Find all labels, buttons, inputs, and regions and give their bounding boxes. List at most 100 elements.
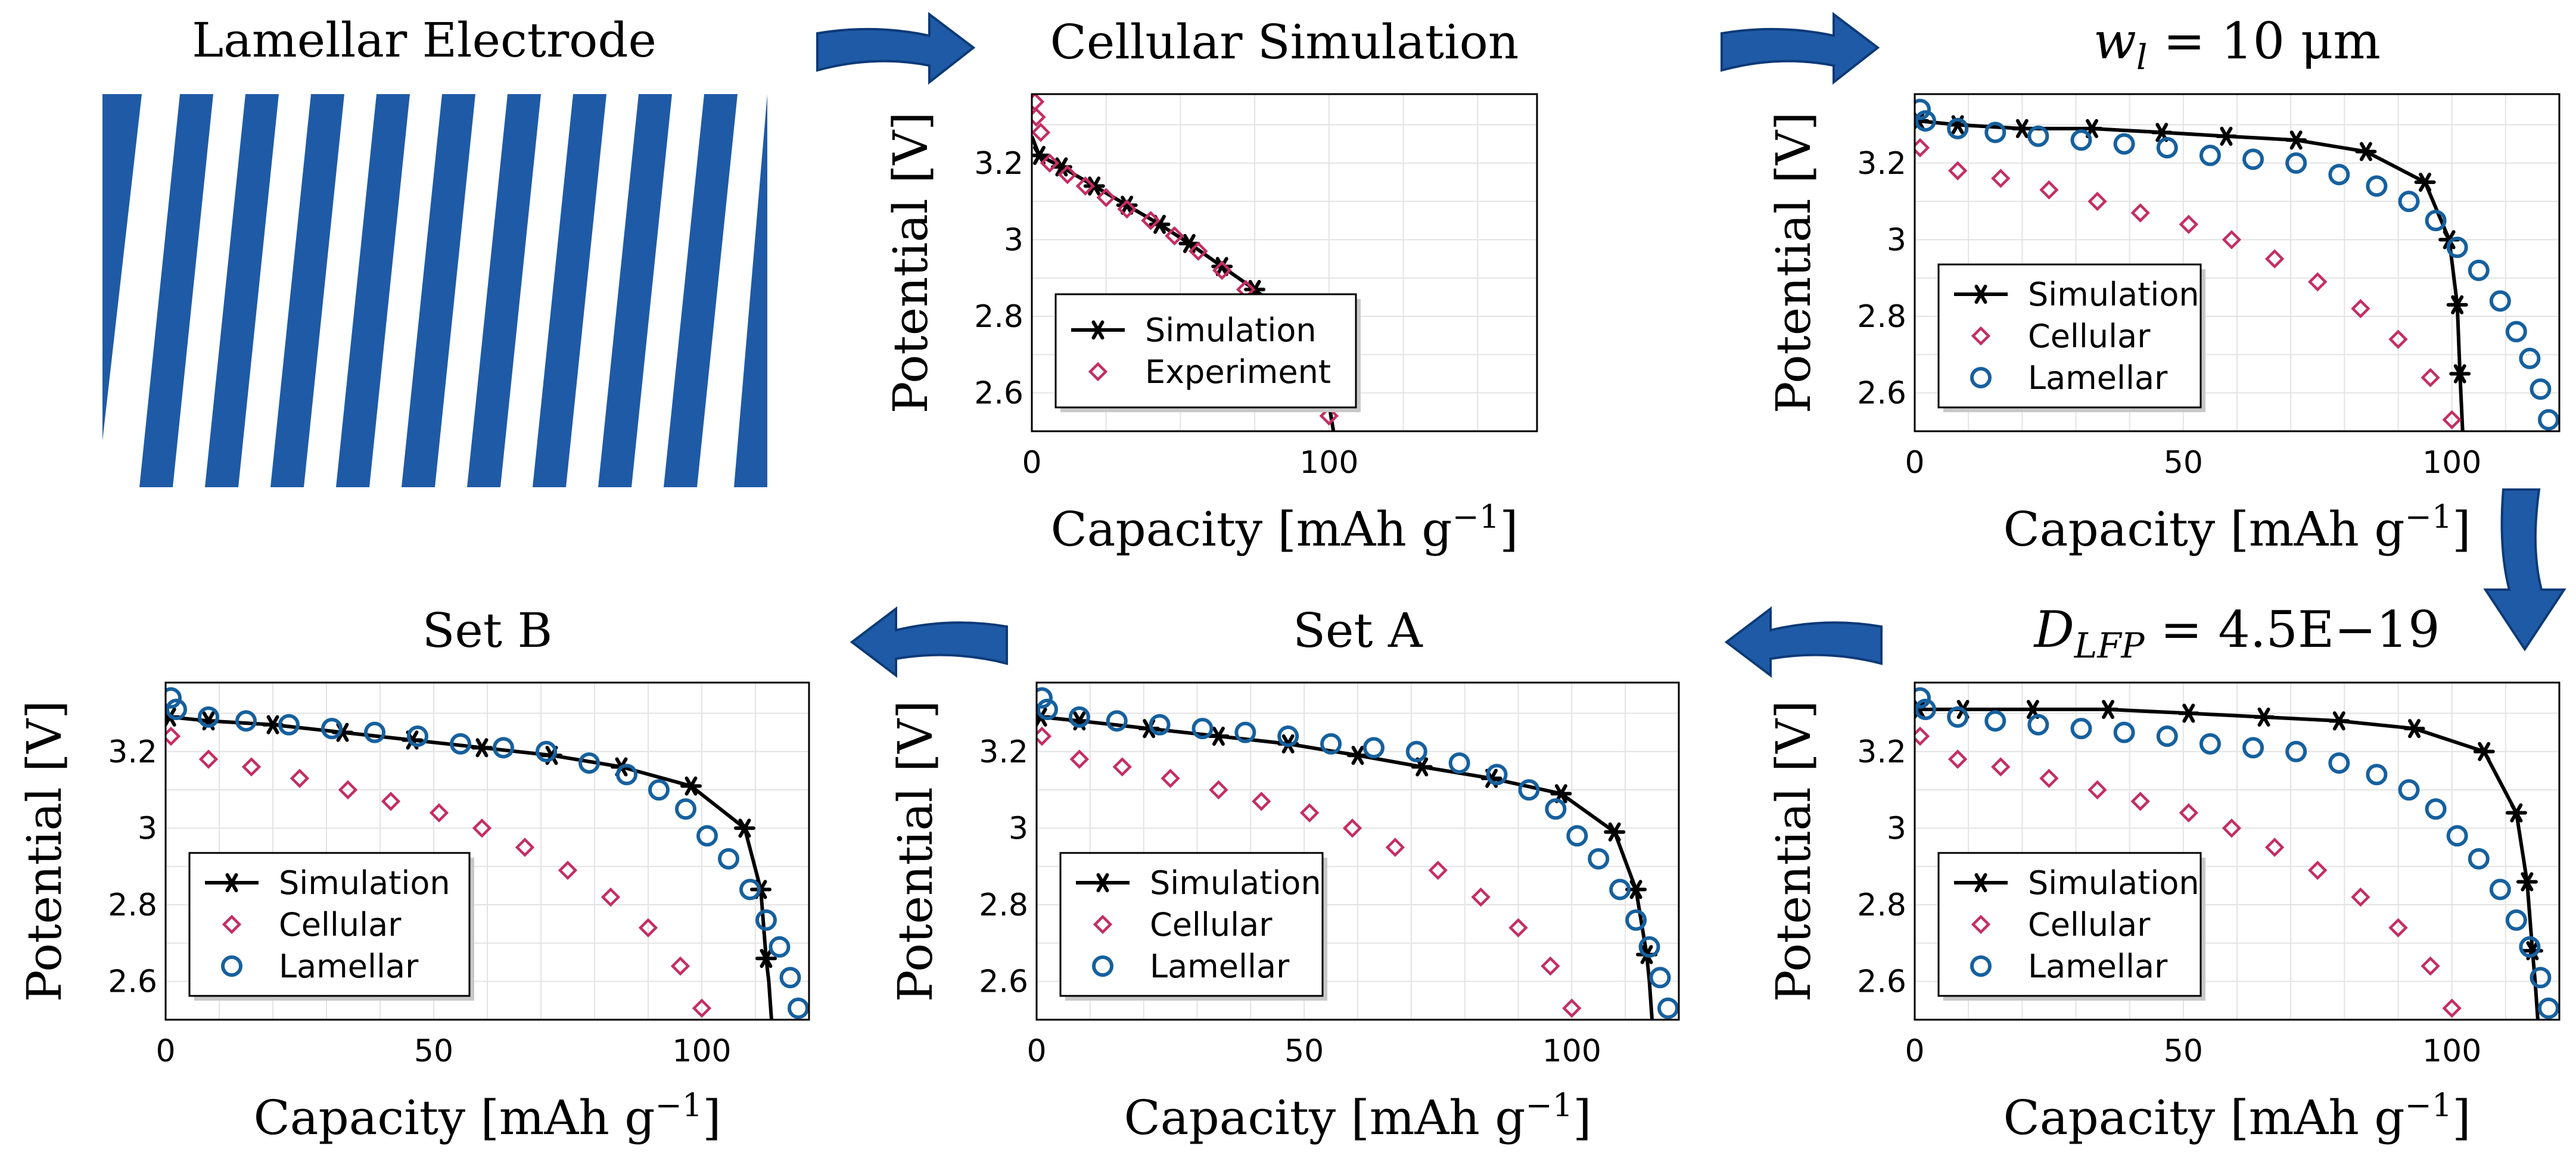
legend-item: Lamellar xyxy=(1970,948,2168,985)
data-point xyxy=(1149,714,1171,736)
label-part: −1 xyxy=(2405,1086,2453,1124)
data-point xyxy=(2264,837,2285,857)
data-point xyxy=(2179,214,2199,234)
data-point xyxy=(364,721,385,743)
legend-label: Lamellar xyxy=(279,948,419,985)
y-tick-label: 2.6 xyxy=(1857,376,1906,412)
data-point xyxy=(1319,406,1339,426)
marker-stroke xyxy=(406,730,419,750)
data-point xyxy=(734,818,755,838)
series-simulation xyxy=(1915,111,2471,431)
data-point xyxy=(2264,249,2285,269)
marker-stroke xyxy=(2453,364,2466,384)
y-axis-label: Potential [V] xyxy=(888,700,943,1002)
data-point xyxy=(2130,203,2150,223)
data-point xyxy=(2039,180,2059,200)
stripe xyxy=(467,94,541,487)
y-axis-label: Potential [V] xyxy=(1766,700,1821,1002)
data-point xyxy=(1212,260,1232,281)
data-point xyxy=(2530,378,2552,400)
data-point xyxy=(1915,98,1931,120)
data-point xyxy=(1448,752,1470,774)
data-point xyxy=(166,699,187,721)
legend-label: Simulation xyxy=(2028,276,2199,313)
flow-arrow-down xyxy=(2483,488,2566,652)
marker-stroke xyxy=(2478,742,2491,761)
data-point xyxy=(638,918,658,938)
data-point xyxy=(2489,290,2511,312)
stripe xyxy=(664,94,738,487)
data-point xyxy=(2468,259,2490,281)
data-point xyxy=(755,949,777,968)
y-tick-label: 3 xyxy=(1004,222,1023,258)
data-point xyxy=(1915,110,1937,132)
data-point xyxy=(2328,164,2350,186)
y-tick-label: 2.8 xyxy=(979,887,1028,923)
x-tick-label: 100 xyxy=(2422,1033,2481,1069)
data-point xyxy=(515,837,535,857)
data-point xyxy=(198,749,219,769)
marker-stroke xyxy=(760,949,773,968)
data-point xyxy=(2366,175,2388,197)
data-point xyxy=(1234,721,1256,743)
data-point xyxy=(779,967,801,989)
marker-stroke xyxy=(1032,145,1046,165)
illustration-title: Lamellar Electrode xyxy=(192,13,657,68)
legend-item: Cellular xyxy=(1971,906,2151,943)
marker-stroke xyxy=(1215,257,1228,276)
x-tick-label: 0 xyxy=(1026,1033,1046,1069)
data-point xyxy=(1508,918,1528,938)
data-point xyxy=(1208,726,1230,746)
marker-stroke xyxy=(2015,119,2029,138)
data-point xyxy=(1057,164,1078,185)
data-point xyxy=(2156,725,2178,748)
stripe xyxy=(270,94,344,487)
data-point xyxy=(692,998,712,1018)
x-tick-label: 100 xyxy=(2422,445,2481,481)
y-tick-label: 3 xyxy=(1009,811,1028,846)
y-tick-label: 2.6 xyxy=(974,376,1023,412)
data-point xyxy=(2070,718,2092,740)
marker-stroke xyxy=(738,818,751,838)
data-point xyxy=(1191,718,1214,740)
data-point xyxy=(1037,699,1058,721)
data-point xyxy=(1068,706,1090,728)
legend: Simulation Cellular Lamellar xyxy=(1059,852,1327,1001)
data-point xyxy=(2087,191,2107,211)
marker-stroke xyxy=(2451,295,2464,314)
marker-stroke xyxy=(685,776,698,796)
chart: 2.6 2.8 3 3.2 0 50 100 Capacity [mAh g−1] Potent… xyxy=(17,603,810,1145)
marker-stroke xyxy=(1091,320,1105,340)
legend-item: Lamellar xyxy=(221,948,419,985)
data-point xyxy=(2398,191,2420,213)
plot-frame xyxy=(1031,93,1538,432)
data-point xyxy=(241,757,262,777)
data-point xyxy=(2442,998,2462,1018)
data-point xyxy=(1947,706,1969,728)
data-point xyxy=(2177,703,2199,723)
legend-item: Simulation xyxy=(1076,864,1321,902)
data-point xyxy=(338,780,358,800)
data-point xyxy=(1032,145,1050,165)
data-point xyxy=(2156,137,2178,159)
plot-area xyxy=(1037,687,1679,1020)
data-point xyxy=(1625,909,1647,931)
data-point xyxy=(1116,195,1138,215)
data-point xyxy=(1428,860,1448,880)
data-point xyxy=(1141,211,1161,231)
label-part: −1 xyxy=(2405,498,2453,535)
legend-label: Lamellar xyxy=(2028,359,2168,397)
y-tick-label: 2.8 xyxy=(974,299,1023,335)
x-tick-label: 50 xyxy=(414,1033,453,1069)
data-point xyxy=(536,740,557,762)
marker-stroke xyxy=(1415,757,1429,777)
marker-stroke xyxy=(2257,707,2270,727)
data-point xyxy=(1541,956,1560,976)
marker-stroke xyxy=(2443,230,2456,250)
x-tick-label: 0 xyxy=(1905,445,1924,481)
marker-stroke xyxy=(2359,142,2372,161)
data-point xyxy=(675,798,696,820)
label-part: ] xyxy=(1499,502,1518,557)
data-point xyxy=(2242,148,2264,170)
y-tick-label: 3.2 xyxy=(974,146,1023,182)
